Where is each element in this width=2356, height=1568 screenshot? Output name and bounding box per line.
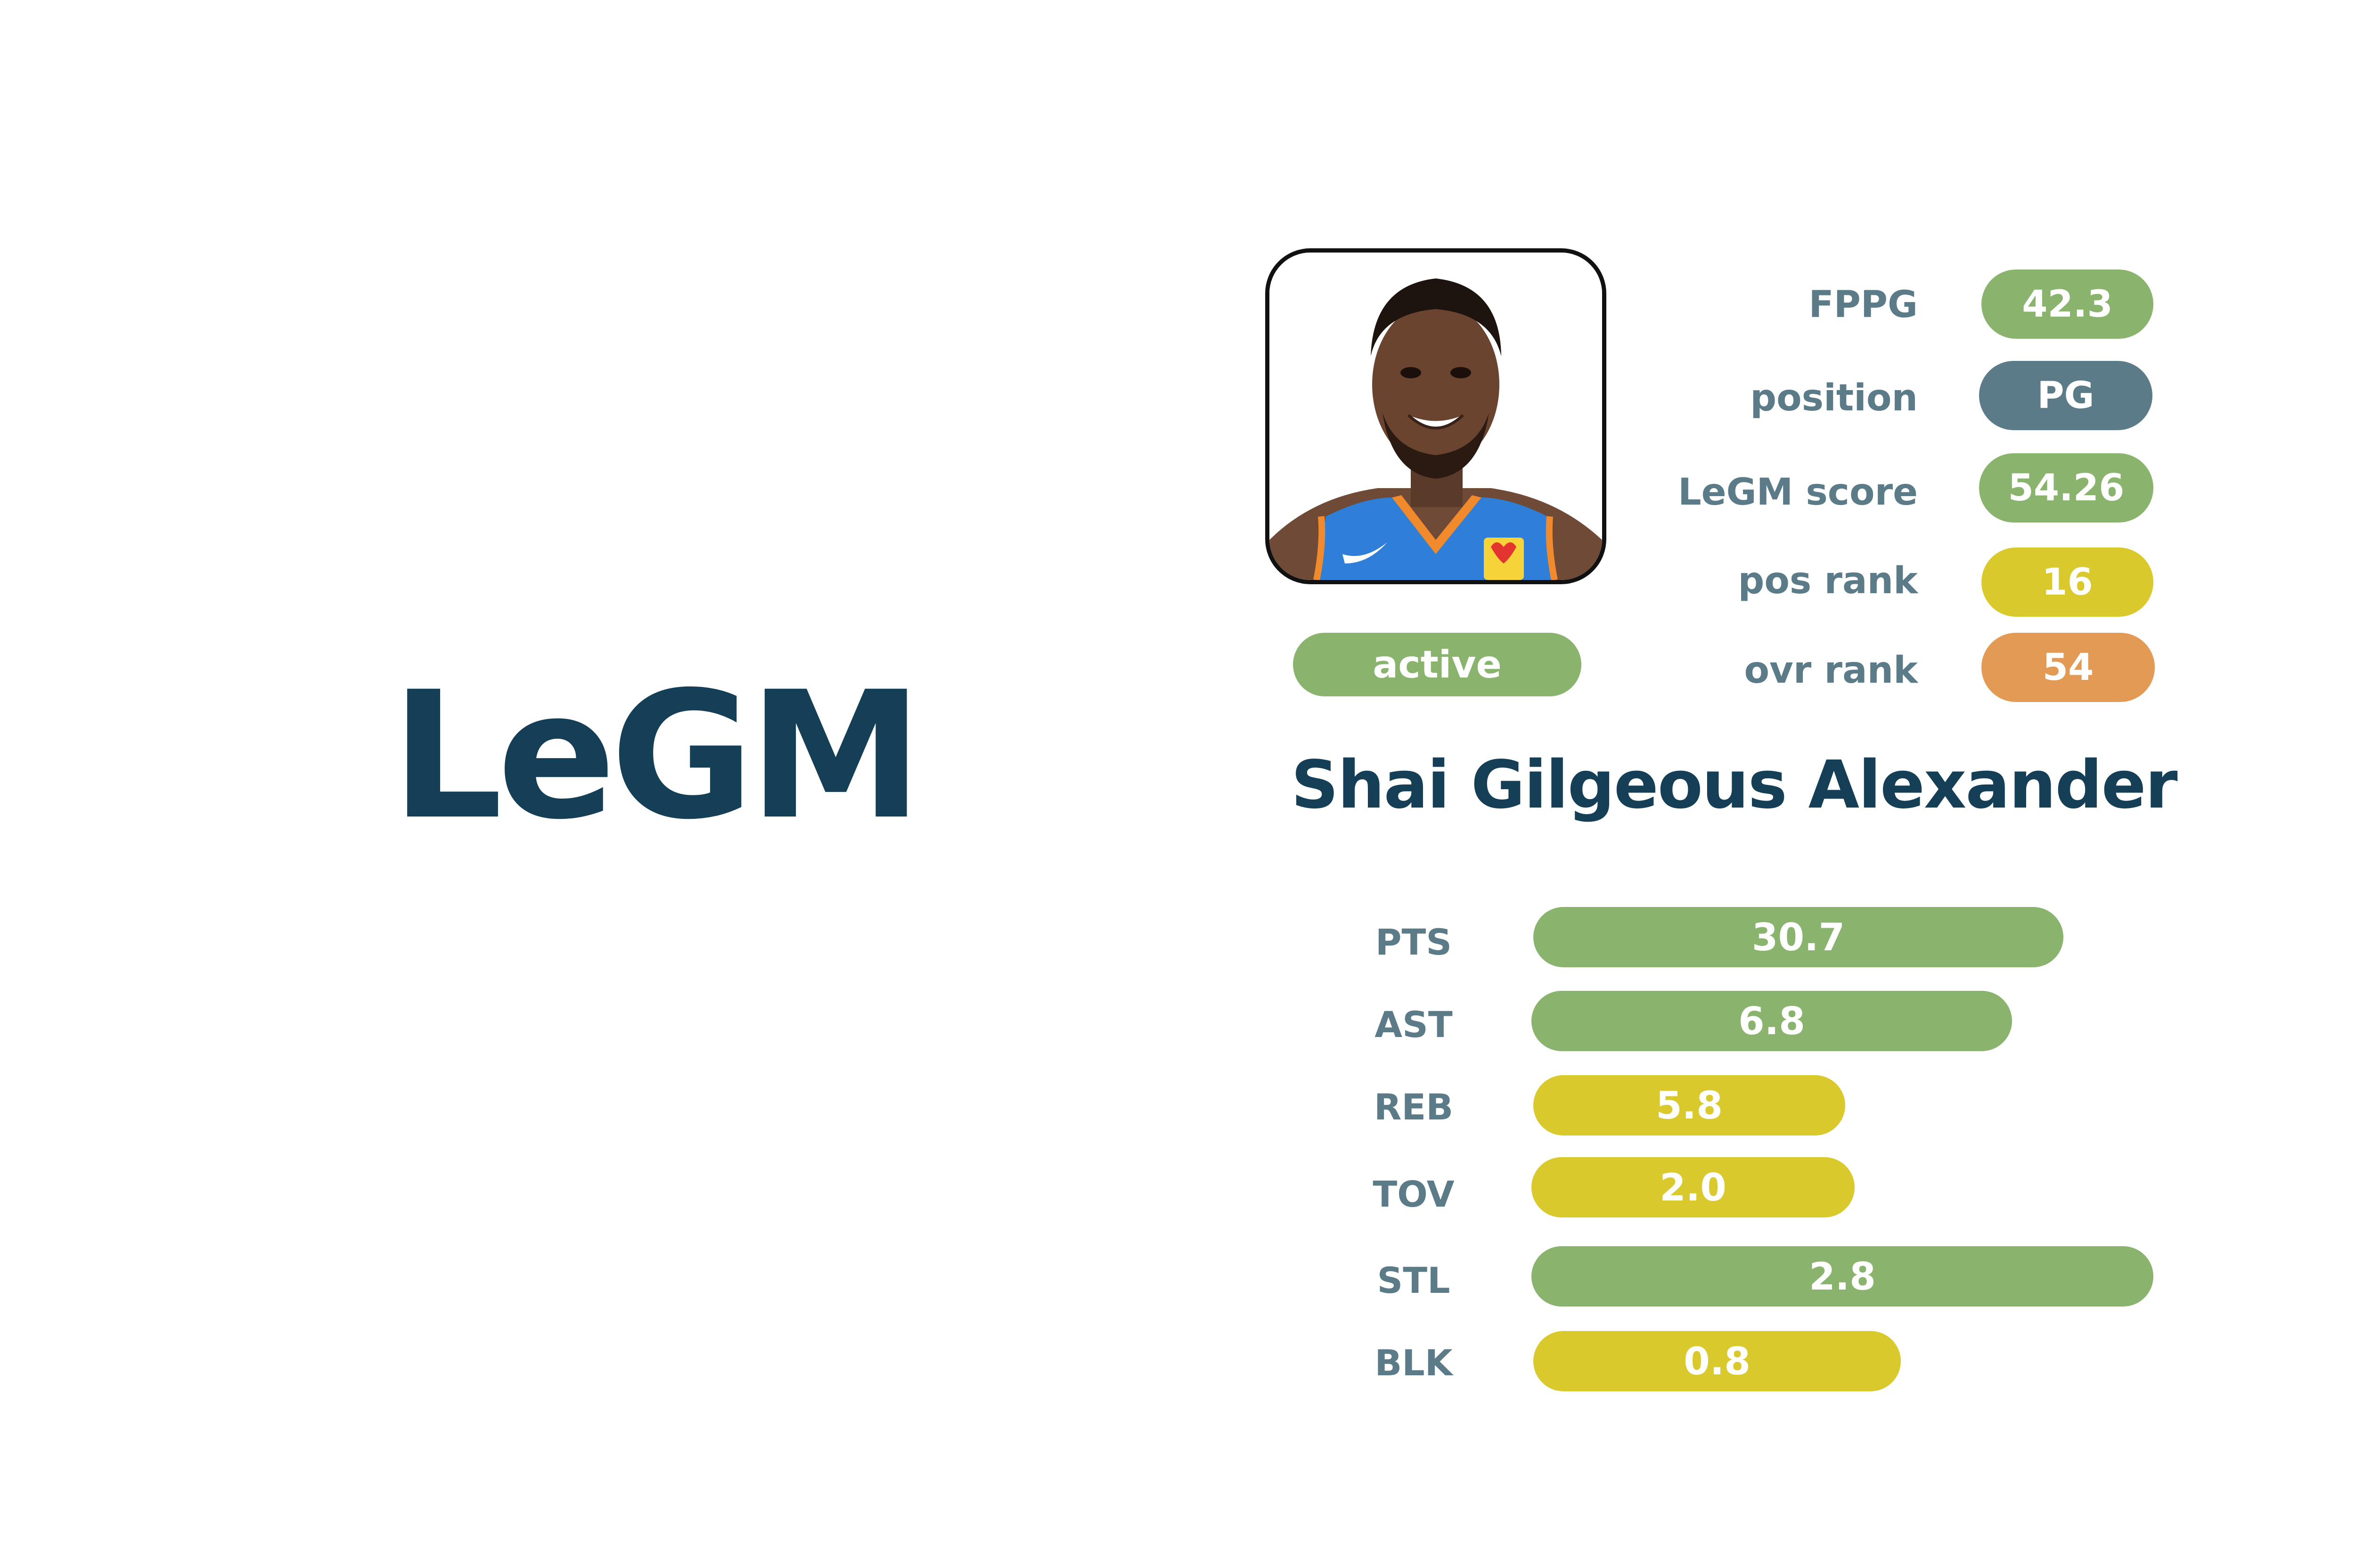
blk-label: BLK	[1374, 1342, 1453, 1384]
position-value: PG	[1979, 361, 2152, 430]
ovr-rank-value: 54	[1981, 633, 2155, 702]
legm-logo: LeGM	[391, 654, 923, 858]
stl-bar: 2.8	[1531, 1246, 2153, 1307]
tov-bar: 2.0	[1531, 1157, 1855, 1217]
pos-rank-value: 16	[1981, 547, 2153, 617]
legm-score-value: 54.26	[1979, 453, 2153, 523]
ovr-rank-label: ovr rank	[1744, 649, 1918, 692]
player-headshot-icon	[1269, 253, 1602, 580]
reb-bar: 5.8	[1533, 1075, 1845, 1135]
stl-label: STL	[1377, 1259, 1450, 1301]
ast-bar: 6.8	[1531, 991, 2012, 1051]
status-badge: active	[1293, 633, 1581, 696]
pts-bar: 30.7	[1533, 907, 2063, 967]
ast-label: AST	[1374, 1004, 1453, 1045]
blk-bar: 0.8	[1533, 1331, 1901, 1391]
position-label: position	[1750, 377, 1918, 419]
fppg-value: 42.3	[1981, 270, 2153, 339]
legm-score-label: LeGM score	[1677, 471, 1918, 514]
player-name: Shai Gilgeous Alexander	[1291, 747, 2178, 824]
reb-label: REB	[1374, 1086, 1454, 1128]
pts-label: PTS	[1375, 921, 1452, 963]
tov-label: TOV	[1373, 1173, 1455, 1215]
pos-rank-label: pos rank	[1738, 560, 1918, 602]
player-photo	[1265, 248, 1606, 584]
fppg-label: FPPG	[1808, 284, 1918, 326]
